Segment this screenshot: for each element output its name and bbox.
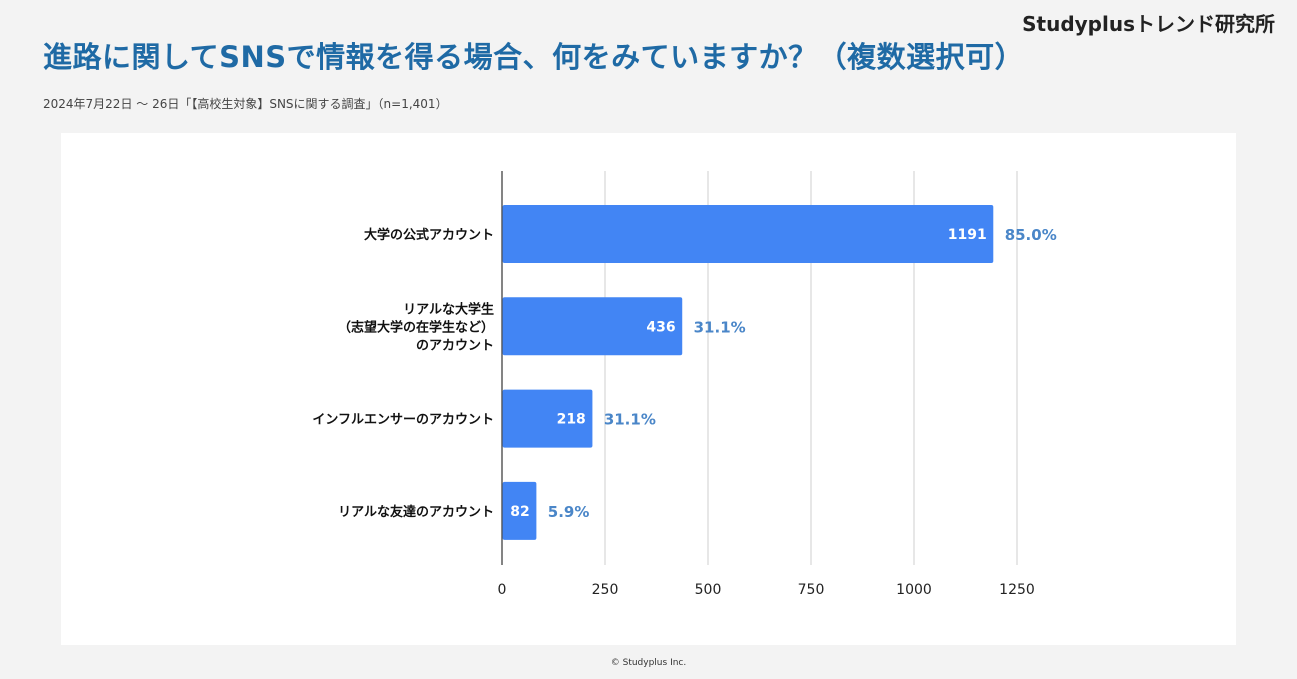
x-tick-label: 1250 <box>999 582 1035 598</box>
bar-percent-label: 31.1% <box>694 318 746 336</box>
category-label-line: インフルエンサーのアカウント <box>312 413 494 428</box>
category-label: インフルエンサーのアカウント <box>312 413 494 428</box>
category-label-line: （志望大学の在学生など） <box>338 319 494 335</box>
bar <box>502 389 593 448</box>
bar <box>502 481 537 540</box>
category-label: 大学の公式アカウント <box>364 227 494 243</box>
bar-percent-label: 5.9% <box>548 503 590 521</box>
bar-value-label: 1191 <box>948 227 987 243</box>
brand-logo-text: Studyplusトレンド研究所 <box>1022 12 1275 36</box>
survey-subtitle: 2024年7月22日 〜 26日「【高校生対象】SNSに関する調査」（n=1,4… <box>43 97 448 111</box>
category-label-line: 大学の公式アカウント <box>364 227 494 243</box>
bar-chart: 0 250 500 750 1000 1250 1191 85.0% 大学の公式アカウント 436… <box>312 171 1057 598</box>
x-tick-label: 500 <box>695 582 722 598</box>
category-label-line: リアルな友達のアカウント <box>338 504 494 520</box>
bar <box>502 297 683 356</box>
x-tick-label: 1000 <box>896 582 932 598</box>
bar <box>502 205 994 263</box>
category-label-line: リアルな大学生 <box>403 301 494 317</box>
bar-value-label: 436 <box>646 319 675 335</box>
category-label: リアルな友達のアカウント <box>338 504 494 520</box>
chart-card: 0 250 500 750 1000 1250 1191 85.0% 大学の公式アカウント 436… <box>61 133 1236 645</box>
bar-percent-label: 31.1% <box>604 411 656 429</box>
bar-percent-label: 85.0% <box>1005 226 1057 244</box>
category-label-line: のアカウント <box>416 338 494 353</box>
x-tick-label: 750 <box>798 582 825 598</box>
bar-value-label: 218 <box>557 412 586 428</box>
x-tick-label: 0 <box>498 582 507 598</box>
copyright-footer: © Studyplus Inc. <box>610 658 687 668</box>
page-title: 進路に関してSNSで情報を得る場合、何をみていますか？（複数選択可） <box>43 40 1025 74</box>
x-tick-label: 250 <box>592 582 619 598</box>
bar-value-label: 82 <box>510 504 529 520</box>
category-label: リアルな大学生 （志望大学の在学生など） のアカウント <box>338 301 494 353</box>
